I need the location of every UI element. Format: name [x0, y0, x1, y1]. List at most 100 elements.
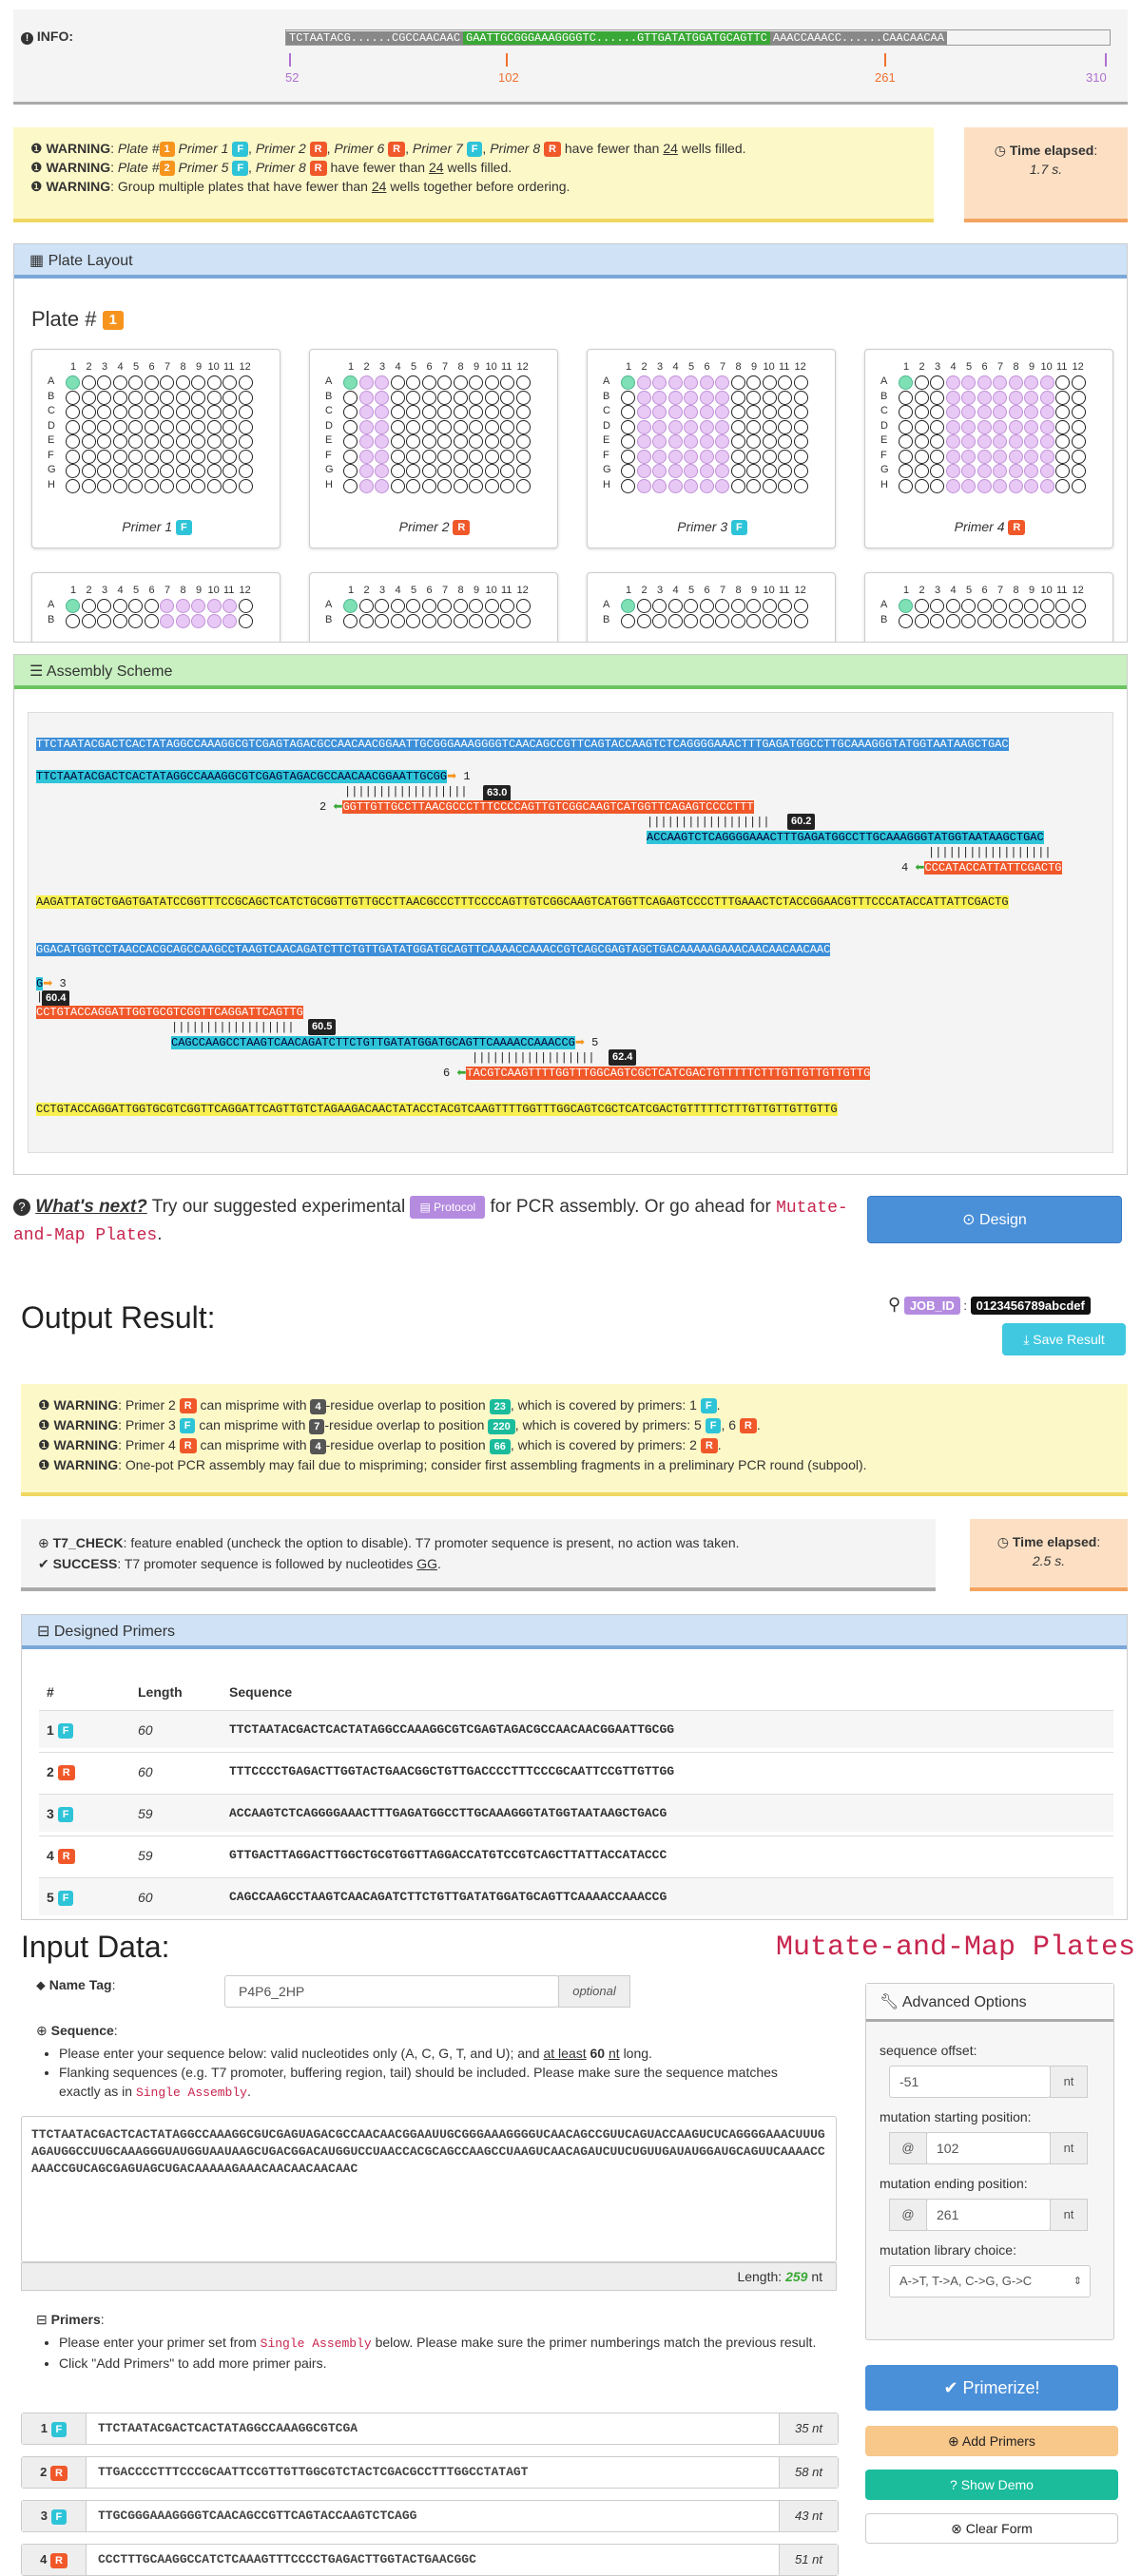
well[interactable]: [406, 405, 420, 419]
well[interactable]: [914, 434, 929, 449]
primer-sequence[interactable]: CCCTTTGCAAGGCCATCTCAAAGTTTCCCCTGAGACTTGG…: [98, 2552, 476, 2566]
well[interactable]: [899, 390, 913, 405]
well[interactable]: [1008, 464, 1023, 478]
well[interactable]: [961, 405, 976, 419]
well[interactable]: [343, 599, 358, 613]
well[interactable]: [945, 464, 960, 478]
well[interactable]: [621, 434, 635, 449]
well[interactable]: [238, 434, 253, 449]
well[interactable]: [97, 434, 111, 449]
well[interactable]: [730, 613, 745, 628]
well[interactable]: [1008, 478, 1023, 493]
well[interactable]: [81, 405, 96, 419]
well[interactable]: [730, 449, 745, 464]
well[interactable]: [793, 478, 808, 493]
well[interactable]: [128, 478, 143, 493]
well[interactable]: [778, 599, 792, 613]
well[interactable]: [899, 419, 913, 434]
well[interactable]: [977, 434, 992, 449]
well[interactable]: [667, 599, 683, 613]
well[interactable]: [484, 419, 499, 434]
well[interactable]: [500, 599, 514, 613]
well[interactable]: [636, 599, 651, 613]
well[interactable]: [899, 613, 913, 628]
well[interactable]: [914, 449, 929, 464]
well[interactable]: [1024, 419, 1038, 434]
well[interactable]: [652, 434, 667, 449]
well[interactable]: [191, 599, 205, 613]
well[interactable]: [961, 449, 976, 464]
well[interactable]: [793, 599, 808, 613]
well[interactable]: [358, 419, 374, 434]
primer-sequence[interactable]: TTGACCCCTTTCCCGCAATTCCGTTGTTGGCGTCTACTCG…: [98, 2465, 529, 2479]
well[interactable]: [81, 613, 96, 628]
well[interactable]: [375, 434, 389, 449]
well[interactable]: [652, 390, 667, 405]
well[interactable]: [621, 478, 635, 493]
well[interactable]: [469, 405, 483, 419]
well[interactable]: [621, 375, 635, 390]
well[interactable]: [1039, 599, 1054, 613]
well[interactable]: [128, 434, 143, 449]
well[interactable]: [1039, 478, 1054, 493]
well[interactable]: [66, 478, 80, 493]
well[interactable]: [222, 419, 237, 434]
well[interactable]: [144, 405, 159, 419]
well[interactable]: [390, 478, 405, 493]
well[interactable]: [977, 390, 992, 405]
well[interactable]: [715, 464, 729, 478]
well[interactable]: [762, 405, 777, 419]
well[interactable]: [406, 449, 420, 464]
well[interactable]: [762, 464, 777, 478]
well[interactable]: [515, 449, 531, 464]
well[interactable]: [406, 613, 420, 628]
well[interactable]: [667, 375, 683, 390]
primer-input-row[interactable]: 1 F TTCTAATACGACTCACTATAGGCCAAAGGCGTCGA 35…: [21, 2413, 839, 2445]
well[interactable]: [930, 449, 944, 464]
well[interactable]: [128, 375, 143, 390]
well[interactable]: [730, 390, 745, 405]
well[interactable]: [191, 419, 205, 434]
well[interactable]: [375, 390, 389, 405]
well[interactable]: [652, 449, 667, 464]
well[interactable]: [343, 464, 358, 478]
well[interactable]: [1071, 434, 1086, 449]
well[interactable]: [222, 464, 237, 478]
well[interactable]: [667, 434, 683, 449]
well[interactable]: [112, 434, 127, 449]
well[interactable]: [778, 478, 792, 493]
well[interactable]: [899, 375, 913, 390]
well[interactable]: [406, 464, 420, 478]
protocol-button[interactable]: ▤ Protocol: [410, 1195, 486, 1219]
well[interactable]: [778, 613, 792, 628]
well[interactable]: [112, 405, 127, 419]
well[interactable]: [160, 449, 174, 464]
well[interactable]: [421, 405, 436, 419]
well[interactable]: [484, 613, 499, 628]
well[interactable]: [778, 434, 792, 449]
well[interactable]: [175, 478, 190, 493]
well[interactable]: [684, 375, 698, 390]
well[interactable]: [437, 375, 452, 390]
well[interactable]: [961, 375, 976, 390]
well[interactable]: [375, 405, 389, 419]
well[interactable]: [66, 375, 80, 390]
well[interactable]: [762, 613, 777, 628]
well[interactable]: [977, 478, 992, 493]
well[interactable]: [390, 390, 405, 405]
well[interactable]: [652, 375, 667, 390]
well[interactable]: [160, 599, 174, 613]
well[interactable]: [899, 434, 913, 449]
well[interactable]: [667, 449, 683, 464]
well[interactable]: [358, 449, 374, 464]
well[interactable]: [684, 478, 698, 493]
well[interactable]: [343, 478, 358, 493]
well[interactable]: [746, 449, 761, 464]
well[interactable]: [636, 434, 651, 449]
well[interactable]: [238, 464, 253, 478]
well[interactable]: [206, 613, 222, 628]
well[interactable]: [515, 599, 531, 613]
well[interactable]: [699, 613, 714, 628]
well[interactable]: [500, 375, 514, 390]
well[interactable]: [160, 405, 174, 419]
